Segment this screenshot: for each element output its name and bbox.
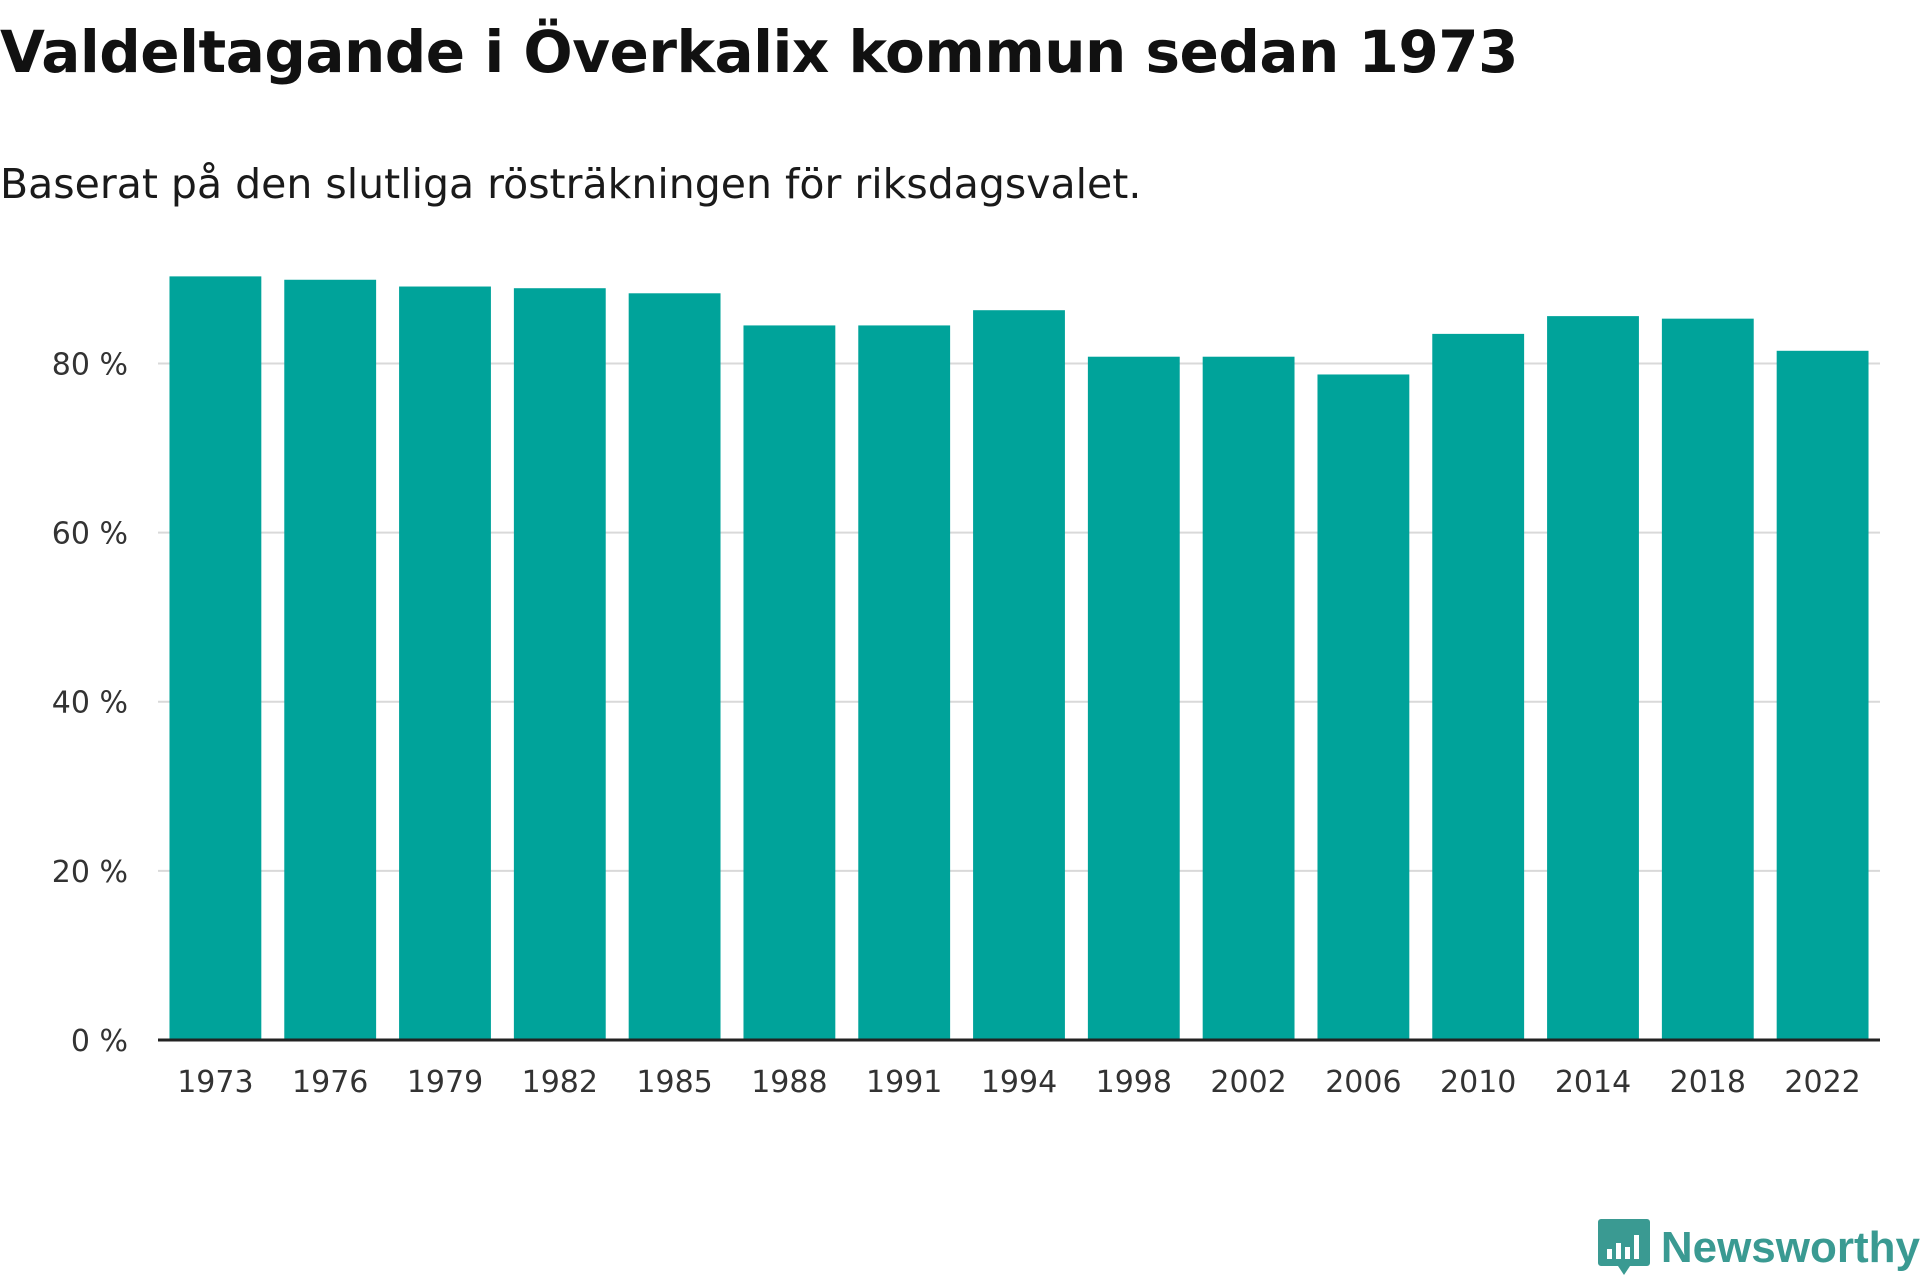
x-tick-label: 1991 (866, 1065, 942, 1100)
bar-1985 (628, 293, 721, 1040)
bar-2002 (1202, 356, 1295, 1041)
x-tick-label: 1985 (636, 1065, 712, 1100)
bar-1991 (858, 325, 951, 1040)
bar-2022 (1776, 350, 1869, 1041)
x-tick-label: 1976 (292, 1065, 368, 1100)
x-tick-label: 2014 (1555, 1065, 1631, 1100)
bar-1998 (1087, 356, 1180, 1041)
bar-2018 (1661, 318, 1754, 1040)
x-tick-label: 1988 (751, 1065, 827, 1100)
x-tick-label: 1982 (522, 1065, 598, 1100)
bar-2014 (1547, 316, 1639, 1041)
bar-2006 (1317, 374, 1410, 1040)
bar-1994 (973, 310, 1065, 1041)
chart-subtitle: Baserat på den slutliga rösträkningen fö… (0, 160, 1142, 208)
brand-logo[interactable]: Newsworthy (1597, 1216, 1920, 1280)
y-tick-label: 0 % (71, 1024, 128, 1059)
bar-1976 (284, 279, 377, 1041)
x-tick-label: 1994 (981, 1065, 1057, 1100)
bar-1988 (743, 325, 836, 1040)
x-tick-label: 2010 (1440, 1065, 1516, 1100)
x-tick-label: 2022 (1784, 1065, 1860, 1100)
x-tick-label: 1973 (177, 1065, 253, 1100)
y-tick-label: 80 % (52, 347, 128, 382)
bar-2010 (1432, 333, 1525, 1040)
y-tick-label: 20 % (52, 855, 128, 890)
x-tick-label: 1979 (407, 1065, 483, 1100)
brand-name: Newsworthy (1660, 1223, 1920, 1272)
bar-1979 (399, 286, 491, 1040)
x-tick-label: 2018 (1670, 1065, 1746, 1100)
bar-1982 (513, 288, 606, 1040)
y-tick-label: 60 % (52, 517, 128, 552)
x-tick-label: 1998 (1096, 1065, 1172, 1100)
chart-title: Valdeltagande i Överkalix kommun sedan 1… (0, 18, 1518, 86)
bar-1973 (169, 276, 262, 1040)
x-tick-label: 2002 (1210, 1065, 1286, 1100)
y-tick-label: 40 % (52, 686, 128, 721)
x-tick-label: 2006 (1325, 1065, 1401, 1100)
newsworthy-logo-icon (1597, 1219, 1650, 1275)
